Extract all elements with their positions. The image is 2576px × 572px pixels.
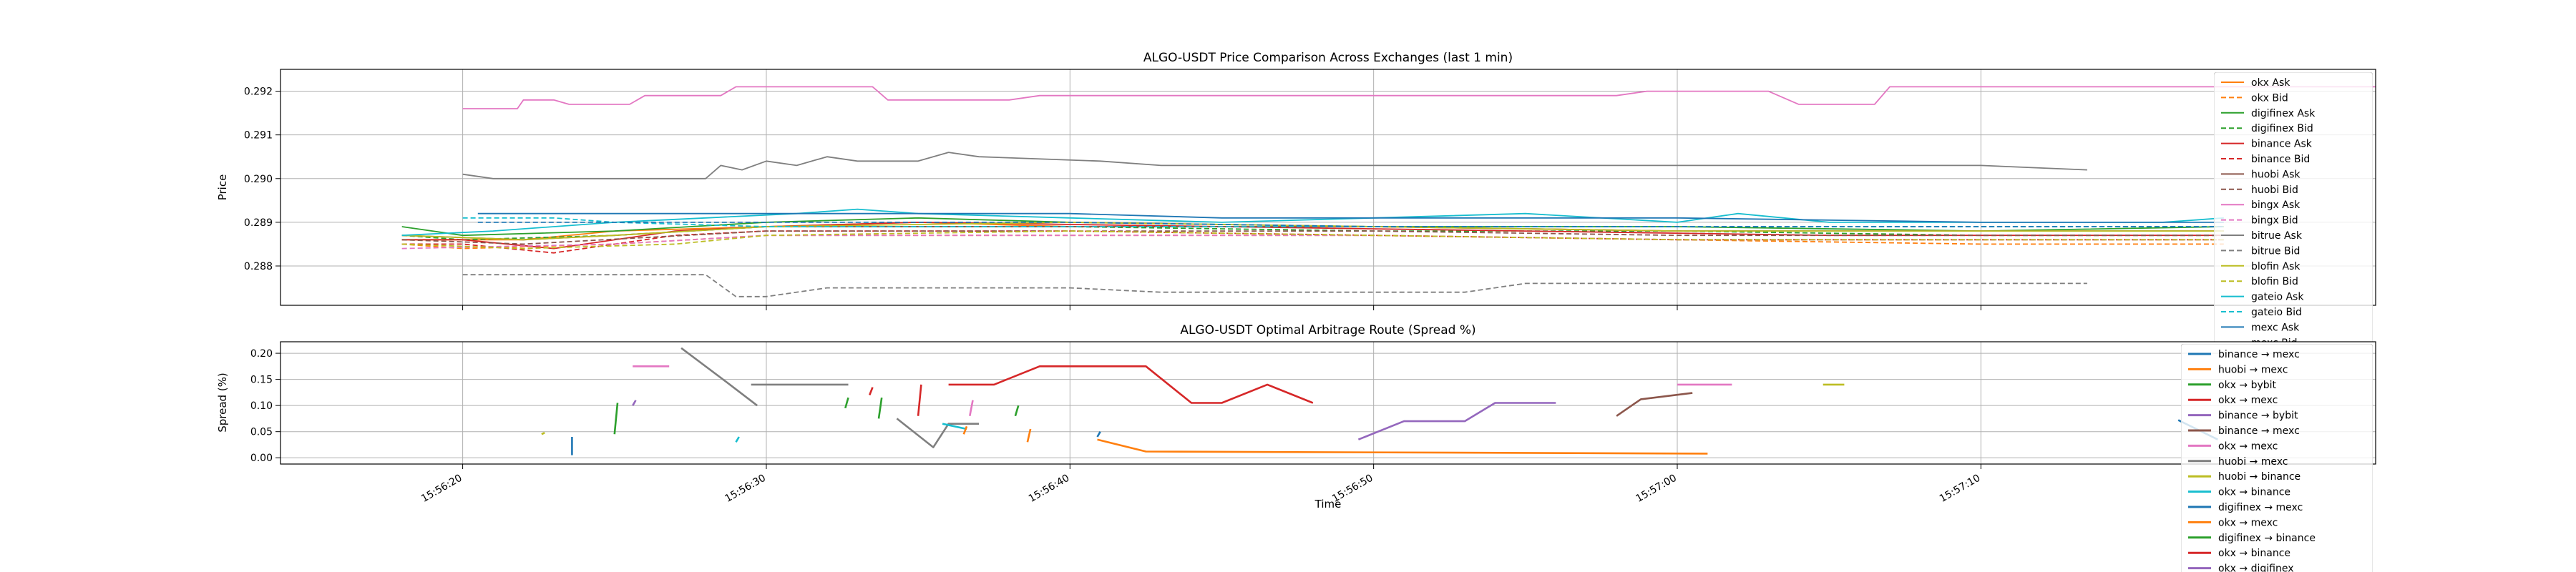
price-chart-legend: okx Ask okx Bid digifinex Ask digifinex Bid…	[2214, 72, 2373, 356]
spread-chart-y-label: Spread (%)	[216, 373, 229, 433]
legend-entry: okx Bid	[2251, 92, 2288, 104]
y-tick-label: 0.10	[250, 400, 273, 412]
legend-entry: okx → binance	[2218, 548, 2290, 559]
y-tick-label: 0.288	[244, 261, 273, 272]
spread-chart-legend: binance → mexc huobi → mexc okx → bybit okx…	[2181, 344, 2373, 572]
legend-entry: okx → mexc	[2218, 440, 2278, 452]
legend-entry: okx → bybit	[2218, 380, 2277, 391]
legend-entry: huobi → mexc	[2218, 364, 2288, 375]
legend-entry: okx → mexc	[2218, 395, 2278, 406]
legend-entry: bingx Ask	[2251, 199, 2301, 211]
legend-entry: okx → digifinex	[2218, 563, 2294, 572]
y-tick-label: 0.00	[250, 453, 273, 464]
y-tick-label: 0.289	[244, 217, 273, 229]
legend-entry: digifinex Bid	[2251, 123, 2313, 134]
legend-entry: digifinex → mexc	[2218, 502, 2303, 513]
legend-entry: okx Ask	[2251, 77, 2290, 89]
y-tick-label: 0.05	[250, 427, 273, 438]
legend-entry: huobi → mexc	[2218, 456, 2288, 468]
y-tick-label: 0.290	[244, 174, 273, 185]
legend-entry: blofin Ask	[2251, 261, 2301, 272]
legend-entry: binance → mexc	[2218, 349, 2300, 360]
legend-entry: bitrue Bid	[2251, 245, 2300, 257]
legend-entry: binance → bybit	[2218, 410, 2298, 422]
legend-entry: gateio Ask	[2251, 292, 2304, 303]
legend-entry: bitrue Ask	[2251, 230, 2303, 242]
y-tick-label: 0.15	[250, 375, 273, 386]
legend-entry: binance Ask	[2251, 139, 2313, 150]
legend-entry: binance → mexc	[2218, 425, 2300, 437]
legend-entry: mexc Ask	[2251, 322, 2300, 333]
legend-entry: digifinex Ask	[2251, 108, 2316, 119]
price-chart-y-label: Price	[216, 174, 229, 201]
legend-entry: digifinex → binance	[2218, 533, 2316, 544]
y-tick-label: 0.292	[244, 87, 273, 98]
spread-chart-title: ALGO-USDT Optimal Arbitrage Route (Sprea…	[1180, 323, 1475, 337]
legend-entry: gateio Bid	[2251, 307, 2302, 318]
legend-entry: blofin Bid	[2251, 276, 2298, 287]
spread-chart-plot-area	[280, 342, 2376, 464]
y-tick-label: 0.291	[244, 130, 273, 142]
legend-entry: okx → mexc	[2218, 517, 2278, 528]
legend-entry: huobi Bid	[2251, 184, 2298, 196]
legend-entry: okx → binance	[2218, 487, 2290, 498]
legend-entry: huobi → binance	[2218, 471, 2301, 483]
legend-entry: bingx Bid	[2251, 215, 2298, 227]
legend-entry: binance Bid	[2251, 154, 2310, 165]
y-tick-label: 0.20	[250, 348, 273, 360]
legend-entry: huobi Ask	[2251, 169, 2301, 180]
spread-chart-x-label: Time	[1314, 498, 1342, 511]
price-chart-title: ALGO-USDT Price Comparison Across Exchan…	[1143, 51, 1513, 65]
